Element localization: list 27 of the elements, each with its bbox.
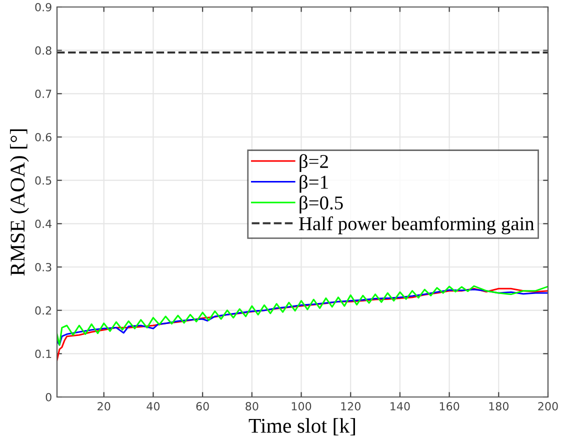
- y-tick-label: 0.1: [35, 350, 52, 358]
- y-tick-label: 0.8: [35, 46, 52, 55]
- legend-label: β=1: [300, 174, 328, 193]
- x-tick-label: 40: [146, 402, 160, 410]
- y-tick-label: 0.6: [35, 132, 52, 142]
- x-tick-label: 200: [538, 402, 558, 410]
- legend-label: Half power beamforming gain: [298, 216, 534, 234]
- line-series: [57, 288, 548, 361]
- x-axis-title: Time slot [k]: [248, 418, 355, 436]
- x-tick-label: 160: [440, 402, 460, 410]
- y-tick-label: 0.9: [35, 2, 52, 12]
- legend-label: β=0.5: [300, 196, 343, 214]
- y-tick-label: 0.4: [35, 220, 52, 228]
- x-tick-label: 20: [98, 402, 110, 410]
- x-tick-label: 120: [341, 402, 360, 410]
- x-tick-label: 140: [390, 402, 410, 410]
- x-tick-label: 180: [489, 402, 509, 410]
- y-tick-label: 0.7: [35, 90, 52, 98]
- y-tick-label: 0.2: [35, 306, 52, 315]
- y-axis-title: RMSE (AOA) [°]: [10, 129, 29, 276]
- x-tick-label: 100: [292, 402, 312, 410]
- y-tick-label: 0.3: [35, 262, 52, 272]
- y-tick-label: 0.5: [35, 176, 52, 185]
- x-tick-label: 80: [246, 402, 258, 410]
- x-tick-label: 60: [196, 402, 209, 410]
- y-tick-label: 0: [46, 392, 52, 402]
- legend-label: β=2: [300, 154, 328, 172]
